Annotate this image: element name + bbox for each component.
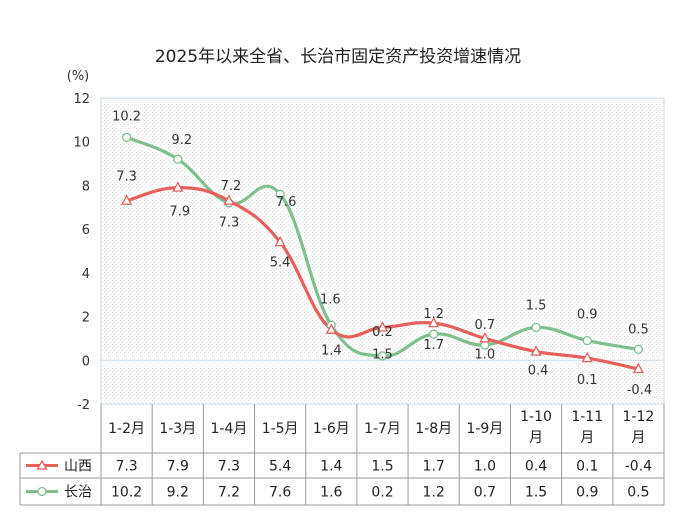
data-point <box>223 194 235 205</box>
data-label: 7.9 <box>169 205 190 220</box>
legend-marker <box>36 459 48 470</box>
data-point <box>377 351 388 361</box>
x-tick-label: 1-12 <box>623 409 655 425</box>
data-label: 1.5 <box>526 299 547 314</box>
table-cell-value: 0.1 <box>576 459 598 475</box>
x-tick-label: 月 <box>580 430 594 446</box>
table-cell-value: 7.3 <box>218 459 240 475</box>
x-tick-label: 1-11 <box>571 409 603 425</box>
data-label: 0.4 <box>528 364 549 379</box>
table-cell-value: -0.4 <box>625 459 652 475</box>
x-tick-label: 1-5月 <box>262 421 299 437</box>
x-tick-label: 1-4月 <box>211 421 248 437</box>
y-tick-label: 8 <box>82 179 90 194</box>
table-cell-value: 10.2 <box>111 485 142 501</box>
data-point <box>121 194 133 205</box>
table-cell-value: 1.6 <box>320 485 342 501</box>
table-cell-value: 0.2 <box>371 485 393 501</box>
table-cell-value: 0.5 <box>627 485 649 501</box>
data-label: 0.2 <box>372 325 393 340</box>
x-tick-label: 1-7月 <box>364 421 401 437</box>
table-cell-value: 7.9 <box>167 459 189 475</box>
data-label: 1.7 <box>423 338 444 353</box>
table-cell-value: 1.2 <box>423 485 445 501</box>
data-label: 5.4 <box>270 255 291 270</box>
data-point <box>274 235 286 247</box>
data-label: 10.2 <box>112 109 141 124</box>
table-cell-value: 1.0 <box>474 459 496 475</box>
table-cell-value: 1.4 <box>320 459 342 475</box>
legend-marker <box>37 486 47 497</box>
y-tick-label: 2 <box>82 311 90 326</box>
data-label: 9.2 <box>171 133 192 148</box>
x-tick-label: 月 <box>631 430 645 446</box>
y-axis-unit: (%) <box>67 69 90 84</box>
legend-label: 山西 <box>64 459 92 475</box>
table-cell-value: 9.2 <box>167 485 189 501</box>
data-label: 7.3 <box>116 170 137 185</box>
data-point <box>275 189 285 199</box>
table-cell-value: 1.7 <box>423 459 445 475</box>
x-tick-label: 1-10 <box>520 409 552 425</box>
x-tick-label: 1-3月 <box>159 421 196 437</box>
data-point <box>376 321 389 332</box>
chart-title: 2025年以来全省、长治市固定资产投资增速情况 <box>155 47 521 67</box>
data-label: 1.2 <box>423 307 444 322</box>
data-label: 0.9 <box>577 308 598 323</box>
table-cell-value: 1.5 <box>525 485 547 501</box>
table-cell-value: 0.9 <box>576 485 598 501</box>
data-point <box>581 351 593 363</box>
table-cell-value: 1.5 <box>371 459 393 475</box>
table-cell-value: 7.6 <box>269 485 291 501</box>
data-label: 7.6 <box>276 195 297 210</box>
table-cell-value: 7.2 <box>218 485 240 501</box>
data-label: 1.4 <box>321 344 342 359</box>
y-tick-label: 4 <box>82 267 90 282</box>
y-tick-label: 12 <box>73 92 90 107</box>
x-tick-label: 1-6月 <box>313 421 350 437</box>
x-tick-label: 1-9月 <box>466 421 503 437</box>
data-point <box>479 332 491 343</box>
series-line <box>124 135 641 358</box>
y-tick-label: 0 <box>82 354 90 369</box>
legend-label: 长治 <box>64 485 92 501</box>
data-point <box>172 181 184 192</box>
data-point <box>633 344 644 355</box>
data-point <box>531 322 541 333</box>
data-label: 1.0 <box>475 347 496 362</box>
x-tick-label: 月 <box>529 430 543 446</box>
data-label: 1.6 <box>320 292 341 307</box>
table-cell-value: 7.3 <box>115 459 137 475</box>
y-tick-label: 10 <box>73 136 90 151</box>
series-line <box>124 186 641 371</box>
data-label: 1.5 <box>372 348 393 363</box>
table-cell-value: 0.4 <box>525 459 547 475</box>
data-label: -0.4 <box>627 383 652 398</box>
data-label: 7.3 <box>219 216 240 231</box>
data-label: 0.5 <box>628 322 649 337</box>
data-point <box>121 132 132 142</box>
data-point <box>530 345 542 356</box>
y-tick-label: 6 <box>82 223 90 238</box>
data-point <box>429 329 439 339</box>
data-point <box>428 316 440 328</box>
data-point <box>582 335 592 346</box>
y-tick-label: -2 <box>77 398 90 413</box>
x-tick-label: 1-2月 <box>108 421 145 437</box>
data-label: 0.1 <box>577 373 598 388</box>
data-label: 7.2 <box>221 179 242 194</box>
data-point <box>325 323 337 334</box>
x-tick-label: 1-8月 <box>415 421 452 437</box>
table-cell-value: 0.7 <box>474 485 496 501</box>
table-cell-value: 5.4 <box>269 459 291 475</box>
data-point <box>632 362 644 374</box>
data-label: 0.7 <box>475 318 496 333</box>
data-point <box>173 154 183 164</box>
